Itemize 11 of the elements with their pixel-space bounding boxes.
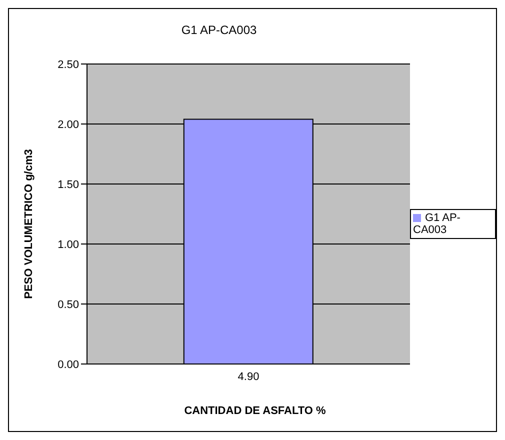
y-tick-label: 1.50 <box>58 178 79 191</box>
y-tick-label: 1.00 <box>58 238 79 251</box>
y-tick-label: 2.00 <box>58 118 79 131</box>
x-tick-label: 4.90 <box>238 370 260 383</box>
legend-label: G1 AP-CA003 <box>413 212 460 236</box>
y-tick-label: 0.50 <box>58 298 79 311</box>
y-axis-title: PESO VOLUMETRICO g/cm3 <box>23 149 35 299</box>
chart-title: G1 AP-CA003 <box>180 23 258 37</box>
y-tick-label: 2.50 <box>58 58 79 71</box>
y-tick-label: 0.00 <box>58 358 79 371</box>
x-axis-title: CANTIDAD DE ASFALTO % <box>183 405 327 417</box>
